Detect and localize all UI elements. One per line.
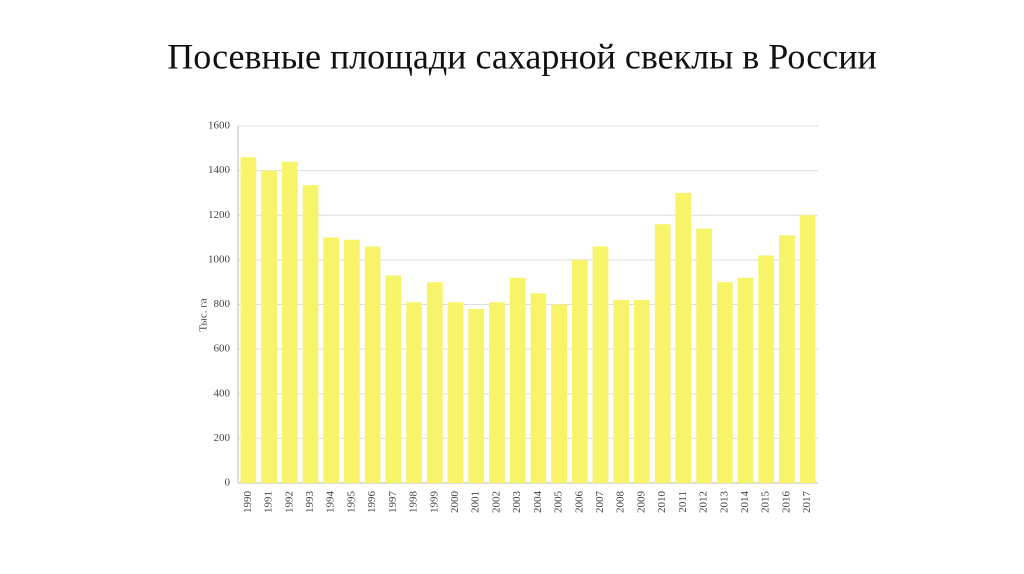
x-tick-label: 2006: [573, 491, 585, 514]
x-tick-label: 2008: [615, 491, 627, 514]
x-tick-label: 2002: [490, 491, 502, 513]
bar: [323, 237, 340, 483]
x-tick-label: 2015: [760, 491, 772, 514]
bar: [406, 302, 422, 483]
x-tick-label: 1992: [283, 491, 295, 513]
bar: [344, 239, 360, 483]
bar: [571, 259, 588, 483]
bar: [426, 282, 443, 483]
x-tick-label: 2004: [532, 491, 544, 514]
x-tick-label: 1993: [304, 491, 316, 514]
bar: [261, 170, 277, 483]
y-tick-label: 800: [214, 298, 231, 310]
bar: [302, 185, 319, 484]
x-tick-label: 2009: [635, 491, 647, 514]
bar: [758, 255, 775, 483]
x-tick-label: 1996: [366, 491, 378, 514]
y-tick-label: 1000: [208, 253, 231, 265]
bar: [716, 282, 733, 483]
bar: [489, 302, 505, 483]
x-tick-label: 1997: [387, 491, 399, 514]
bar: [468, 308, 485, 483]
bar: [634, 300, 650, 483]
y-axis-label: Тыс. га: [198, 298, 210, 331]
bar: [240, 157, 257, 484]
bar: [779, 235, 795, 483]
x-tick-label: 2014: [739, 491, 751, 514]
x-tick-label: 2017: [801, 491, 813, 514]
y-tick-label: 200: [214, 432, 231, 444]
bar: [737, 277, 754, 483]
x-tick-label: 2000: [449, 491, 461, 514]
bar: [281, 161, 298, 483]
y-tick-label: 0: [225, 477, 231, 489]
y-tick-label: 400: [214, 387, 231, 399]
bar: [551, 304, 567, 483]
bar: [364, 246, 381, 483]
x-tick-label: 2011: [677, 491, 689, 513]
bar: [447, 302, 464, 483]
bar: [592, 246, 609, 483]
y-tick-label: 1200: [208, 209, 231, 221]
x-tick-label: 2001: [470, 491, 482, 513]
x-tick-label: 2013: [718, 491, 730, 514]
bar: [654, 224, 671, 484]
bar: [675, 192, 692, 483]
bar: [385, 275, 402, 483]
x-tick-label: 2005: [553, 491, 565, 514]
bar: [613, 300, 630, 483]
x-tick-label: 2016: [780, 491, 792, 514]
y-tick-label: 1600: [208, 120, 231, 132]
x-tick-label: 2003: [511, 491, 523, 514]
x-tick-label: 2007: [594, 491, 606, 514]
bar: [799, 215, 816, 483]
x-tick-label: 1990: [242, 491, 254, 514]
x-tick-label: 1991: [263, 491, 275, 513]
chart-title: Посевные площади сахарной свеклы в Росси…: [167, 36, 877, 76]
bar: [530, 293, 547, 483]
x-tick-label: 1995: [345, 491, 357, 514]
y-tick-label: 600: [214, 343, 231, 355]
x-tick-label: 1999: [428, 491, 440, 514]
bar: [509, 277, 526, 483]
x-tick-label: 1998: [408, 491, 420, 514]
x-tick-label: 1994: [325, 491, 337, 514]
bar: [696, 228, 712, 483]
x-tick-label: 2012: [698, 491, 710, 513]
x-tick-label: 2010: [656, 491, 668, 514]
y-tick-label: 1400: [208, 164, 231, 176]
